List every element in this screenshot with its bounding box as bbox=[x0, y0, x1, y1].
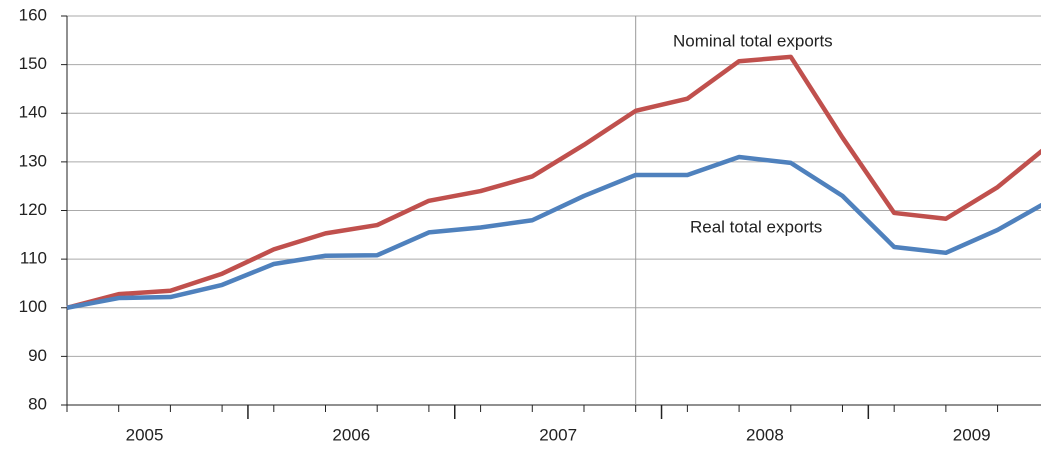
y-tick-label: 120 bbox=[19, 200, 47, 219]
series-line bbox=[66, 154, 1041, 310]
plot-lines bbox=[66, 54, 1041, 310]
series-line bbox=[66, 54, 1041, 310]
y-tick-label: 130 bbox=[19, 151, 47, 170]
x-tick-label: 2007 bbox=[539, 425, 577, 444]
y-tick-label: 150 bbox=[19, 54, 47, 73]
y-tick-label: 80 bbox=[28, 394, 47, 413]
x-tick-label: 2006 bbox=[332, 425, 370, 444]
y-tick-label: 140 bbox=[19, 103, 47, 122]
x-tick-label: 2009 bbox=[953, 425, 991, 444]
series-label: Real total exports bbox=[690, 217, 822, 236]
y-tick-label: 110 bbox=[20, 249, 47, 268]
x-tick-label: 2008 bbox=[746, 425, 784, 444]
y-tick-label: 100 bbox=[19, 297, 47, 316]
y-tick-label: 160 bbox=[19, 5, 47, 24]
y-tick-label: 90 bbox=[28, 346, 47, 365]
x-tick-label: 2005 bbox=[126, 425, 164, 444]
series-label: Nominal total exports bbox=[673, 31, 833, 50]
